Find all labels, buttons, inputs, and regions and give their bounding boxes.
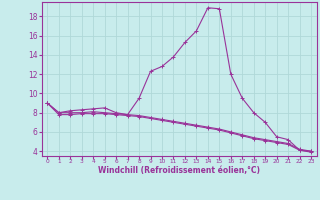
X-axis label: Windchill (Refroidissement éolien,°C): Windchill (Refroidissement éolien,°C) bbox=[98, 166, 260, 175]
